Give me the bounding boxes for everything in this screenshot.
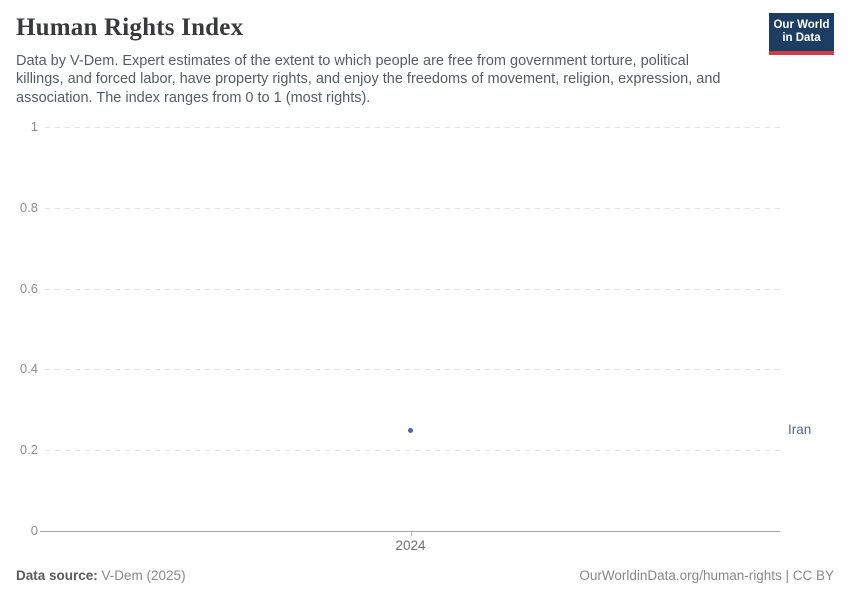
gridline-y-0.2 <box>45 450 780 452</box>
owid-logo-text: Our World in Data <box>773 18 830 45</box>
data-source-label: Data source: <box>16 568 98 583</box>
x-axis-line <box>40 531 780 532</box>
y-axis-tick-label: 0.2 <box>19 442 38 458</box>
data-source-note: Data source: V-Dem (2025) <box>16 568 186 583</box>
x-axis-tick-mark <box>410 531 412 536</box>
chart-subtitle: Data by V-Dem. Expert estimates of the e… <box>16 53 721 106</box>
entity-label-iran[interactable]: Iran <box>788 422 812 437</box>
data-source-value: V-Dem (2025) <box>97 568 186 583</box>
y-axis-tick-label: 0 <box>30 523 38 538</box>
gridline-y-0.6 <box>45 288 780 290</box>
credit-link[interactable]: OurWorldinData.org/human-rights | CC BY <box>579 568 834 583</box>
gridline-y-0.4 <box>45 369 780 371</box>
gridline-y-1 <box>45 127 780 128</box>
page-title: Human Rights Index <box>16 14 244 41</box>
owid-logo[interactable]: Our World in Data <box>769 13 834 55</box>
y-axis-tick-label: 1 <box>30 119 38 134</box>
y-axis-tick-label: 0.8 <box>19 199 38 215</box>
data-point-iran[interactable] <box>408 427 413 433</box>
y-axis-tick-label: 0.4 <box>19 361 38 377</box>
y-axis-tick-label: 0.6 <box>19 280 38 296</box>
gridline-y-0.8 <box>45 207 780 209</box>
x-axis-tick-label: 2024 <box>395 538 426 553</box>
